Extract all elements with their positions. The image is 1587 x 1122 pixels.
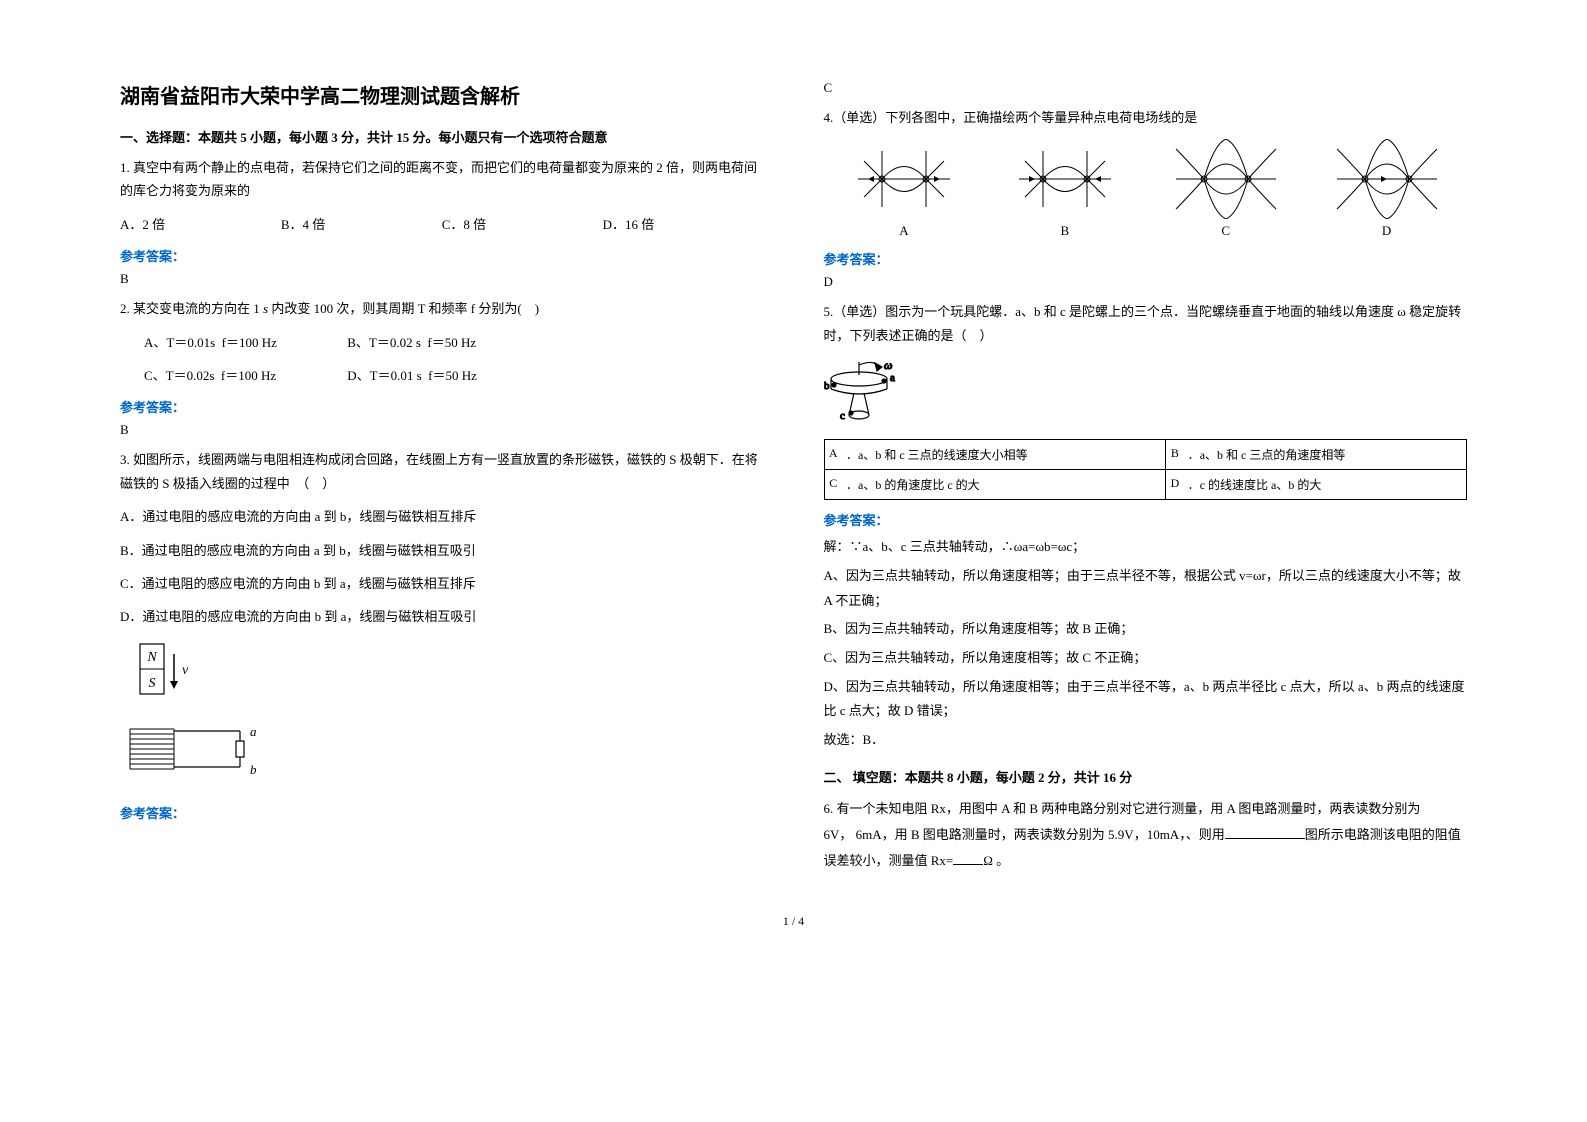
q5-D-cell: ．c 的线速度比 a、b 的大 <box>1184 470 1467 500</box>
q5-D-label: D <box>1166 470 1184 500</box>
q4-diagrams: A B <box>824 139 1468 239</box>
svg-text:v: v <box>182 663 189 678</box>
svg-text:S: S <box>149 676 156 691</box>
left-column: 湖南省益阳市大荣中学高二物理测试题含解析 一、选择题：本题共 5 小题，每小题 … <box>120 80 764 884</box>
q2-optC: C、T＝0.02s f＝100 Hz <box>144 364 344 387</box>
q4-labelB: B <box>1005 223 1125 239</box>
q5-expl2: A、因为三点共轴转动，所以角速度相等；由于三点半径不等，根据公式 v=ωr，所以… <box>824 564 1468 613</box>
q2-optB: B、T＝0.02 s f＝50 Hz <box>347 335 476 350</box>
q3-optA: A．通过电阻的感应电流的方向由 a 到 b，线圈与磁铁相互排斥 <box>120 505 764 528</box>
q1-text: 1. 真空中有两个静止的点电荷，若保持它们之间的距离不变，而把它们的电荷量都变为… <box>120 156 764 203</box>
q5-B-label: B <box>1166 440 1184 470</box>
svg-text:a: a <box>250 724 257 739</box>
q1-optA: A．2 倍 <box>120 213 281 236</box>
q5-D-text: c 的线速度比 a、b 的大 <box>1200 478 1322 492</box>
q2-optA: A、T＝0.01s f＝100 Hz <box>144 331 344 354</box>
q1-optC: C．8 倍 <box>442 213 603 236</box>
q6-blank2 <box>953 852 983 865</box>
q4-answer: D <box>824 274 1468 290</box>
q1-answer: B <box>120 271 764 287</box>
q4-diagA: A <box>844 139 964 239</box>
q2-answer: B <box>120 422 764 438</box>
q4-labelD: D <box>1327 223 1447 239</box>
q5-A-cell: ．a、b 和 c 三点的线速度大小相等 <box>842 440 1166 470</box>
q4-text: 4.（单选）下列各图中，正确描绘两个等量异种点电荷电场线的是 <box>824 106 1468 129</box>
q6-text-c: Ω 。 <box>983 853 1009 868</box>
q2-text: 2. 某交变电流的方向在 1 s 内改变 100 次，则其周期 T 和频率 f … <box>120 297 764 320</box>
q2-opts-row2: C、T＝0.02s f＝100 Hz D、T＝0.01 s f＝50 Hz <box>120 364 764 387</box>
q2-answer-label: 参考答案： <box>120 397 764 416</box>
q3-text: 3. 如图所示，线圈两端与电阻相连构成闭合回路，在线圈上方有一竖直放置的条形磁铁… <box>120 448 764 495</box>
q4-diagC: C <box>1166 139 1286 239</box>
svg-text:N: N <box>146 650 157 665</box>
q5-expl3: B、因为三点共轴转动，所以角速度相等；故 B 正确； <box>824 617 1468 642</box>
q4-labelC: C <box>1166 223 1286 239</box>
q5-answer-label: 参考答案： <box>824 510 1468 529</box>
q6-blank1 <box>1225 826 1305 839</box>
section2-title: 二、 填空题：本题共 8 小题，每小题 2 分，共计 16 分 <box>824 767 1468 786</box>
q5-C-text: a、b 的角速度比 c 的大 <box>858 478 980 492</box>
q5-expl1: 解：∵a、b、c 三点共轴转动，∴ωa=ωb=ωc； <box>824 535 1468 560</box>
q5-expl6: 故选：B． <box>824 728 1468 753</box>
table-row: C ．a、b 的角速度比 c 的大 D ．c 的线速度比 a、b 的大 <box>824 470 1467 500</box>
q4-diagD: D <box>1327 139 1447 239</box>
svg-text:b: b <box>824 380 830 392</box>
q5-A-text: a、b 和 c 三点的线速度大小相等 <box>858 448 1028 462</box>
q5-B-cell: ．a、b 和 c 三点的角速度相等 <box>1184 440 1467 470</box>
q4-labelA: A <box>844 223 964 239</box>
q5-text: 5.（单选）图示为一个玩具陀螺．a、b 和 c 是陀螺上的三个点．当陀螺绕垂直于… <box>824 300 1468 347</box>
q1-optB: B．4 倍 <box>281 213 442 236</box>
q4-answer-label: 参考答案： <box>824 249 1468 268</box>
q5-C-label: C <box>824 470 842 500</box>
q5-C-cell: ．a、b 的角速度比 c 的大 <box>842 470 1166 500</box>
svg-text:b: b <box>250 762 257 777</box>
q5-expl4: C、因为三点共轴转动，所以角速度相等；故 C 不正确； <box>824 646 1468 671</box>
q5-table: A ．a、b 和 c 三点的线速度大小相等 B ．a、b 和 c 三点的角速度相… <box>824 439 1468 500</box>
table-row: A ．a、b 和 c 三点的线速度大小相等 B ．a、b 和 c 三点的角速度相… <box>824 440 1467 470</box>
q3-diagram: N S v <box>120 639 764 793</box>
q1-optD: D．16 倍 <box>603 213 764 236</box>
q1-options: A．2 倍 B．4 倍 C．8 倍 D．16 倍 <box>120 213 764 236</box>
q5-B-text: a、b 和 c 三点的角速度相等 <box>1200 448 1346 462</box>
right-column: C 4.（单选）下列各图中，正确描绘两个等量异种点电荷电场线的是 A <box>824 80 1468 884</box>
q3-optD: D．通过电阻的感应电流的方向由 b 到 a，线圈与磁铁相互吸引 <box>120 605 764 628</box>
q3-answer: C <box>824 80 1468 96</box>
q3-answer-label: 参考答案： <box>120 803 764 822</box>
q6-text: 6. 有一个未知电阻 Rx，用图中 A 和 B 两种电路分别对它进行测量，用 A… <box>824 796 1468 874</box>
q5-expl5: D、因为三点共轴转动，所以角速度相等；由于三点半径不等，a、b 两点半径比 c … <box>824 675 1468 724</box>
svg-text:ω: ω <box>884 358 892 372</box>
q2-text-b: 内改变 100 次，则其周期 T 和频率 f 分别为( ) <box>268 301 539 316</box>
page-number: 1 / 4 <box>120 914 1467 929</box>
q2-optD: D、T＝0.01 s f＝50 Hz <box>347 368 477 383</box>
q2-opts-row1: A、T＝0.01s f＝100 Hz B、T＝0.02 s f＝50 Hz <box>120 331 764 354</box>
q3-optC: C．通过电阻的感应电流的方向由 b 到 a，线圈与磁铁相互排斥 <box>120 572 764 595</box>
section1-title: 一、选择题：本题共 5 小题，每小题 3 分，共计 15 分。每小题只有一个选项… <box>120 127 764 146</box>
q4-diagB: B <box>1005 139 1125 239</box>
q5-A-label: A <box>824 440 842 470</box>
q5-diagram: ω b a c <box>824 357 1468 431</box>
q2-text-a: 2. 某交变电流的方向在 1 <box>120 301 263 316</box>
q1-answer-label: 参考答案： <box>120 246 764 265</box>
q3-optB: B．通过电阻的感应电流的方向由 a 到 b，线圈与磁铁相互吸引 <box>120 539 764 562</box>
svg-text:a: a <box>890 372 895 384</box>
svg-text:c: c <box>840 410 845 422</box>
page-title: 湖南省益阳市大荣中学高二物理测试题含解析 <box>120 80 764 109</box>
